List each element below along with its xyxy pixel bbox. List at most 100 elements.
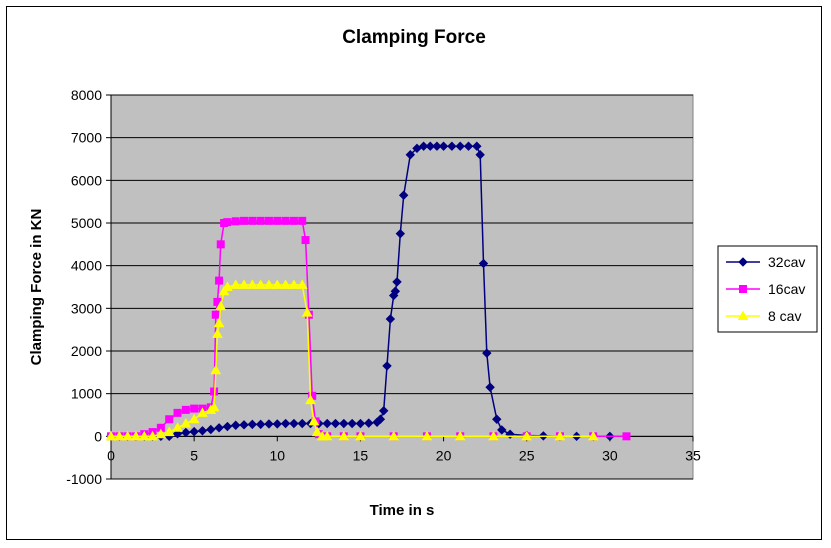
- data-point: [418, 141, 429, 151]
- data-point: [322, 418, 332, 429]
- data-point: [392, 277, 402, 287]
- data-point: [211, 310, 220, 319]
- data-point: [223, 218, 232, 227]
- y-tick-label: 4000: [71, 258, 102, 274]
- data-point: [289, 216, 298, 225]
- data-point: [308, 415, 320, 426]
- data-point: [338, 430, 350, 441]
- data-point: [231, 420, 241, 430]
- legend-marker: [739, 285, 747, 293]
- y-tick-label: 7000: [71, 130, 102, 146]
- data-point: [189, 426, 199, 437]
- data-point: [213, 317, 225, 328]
- data-point: [238, 279, 250, 289]
- data-point: [321, 430, 333, 441]
- data-point: [222, 421, 233, 432]
- data-point: [398, 190, 409, 200]
- data-point: [172, 422, 183, 432]
- data-point: [181, 405, 190, 414]
- x-tick-label: 25: [519, 447, 535, 463]
- data-point: [255, 279, 267, 289]
- data-point: [521, 430, 533, 441]
- y-tick-label: -1000: [66, 471, 102, 487]
- data-point: [239, 420, 249, 430]
- data-point: [355, 430, 366, 441]
- data-point: [296, 279, 308, 289]
- data-point: [216, 240, 225, 249]
- data-point: [246, 279, 258, 289]
- data-point: [622, 432, 631, 441]
- data-point: [421, 430, 433, 441]
- data-point: [364, 418, 374, 428]
- legend-label: 8 cav: [768, 308, 801, 324]
- data-point: [222, 281, 233, 291]
- data-point: [375, 414, 386, 424]
- x-tick-label: 35: [685, 447, 701, 463]
- data-point: [247, 419, 258, 430]
- data-point: [455, 141, 465, 151]
- data-point: [138, 430, 150, 441]
- data-point: [163, 426, 175, 437]
- data-point: [289, 418, 299, 429]
- data-point: [554, 430, 566, 441]
- x-axis-title: Time in s: [370, 502, 435, 519]
- x-tick-labels: 0 5 10 15 20 25 30 35: [107, 447, 701, 463]
- data-point: [395, 228, 406, 239]
- data-point: [488, 430, 499, 441]
- data-point: [492, 414, 502, 424]
- data-point: [190, 404, 199, 413]
- data-point: [301, 307, 313, 317]
- data-point: [130, 430, 142, 441]
- data-point: [215, 276, 224, 285]
- x-tick-label: 10: [269, 447, 285, 463]
- data-point: [298, 216, 307, 225]
- y-tick-label: 6000: [71, 172, 102, 188]
- data-point: [355, 418, 366, 429]
- data-point: [311, 426, 323, 437]
- data-point: [587, 430, 599, 441]
- data-point: [447, 141, 457, 151]
- data-point: [180, 418, 192, 428]
- data-point: [478, 258, 489, 269]
- data-point: [280, 279, 291, 289]
- data-point: [165, 415, 174, 424]
- legend: 32cav 16cav 8 cav: [717, 245, 818, 333]
- data-point: [425, 141, 435, 151]
- data-point: [475, 150, 485, 160]
- data-point: [188, 413, 200, 424]
- legend-marker: [737, 310, 749, 320]
- y-tick-label: 3000: [71, 300, 102, 316]
- data-point: [382, 361, 392, 371]
- y-tick-label: 2000: [71, 343, 102, 359]
- data-point: [339, 418, 349, 429]
- data-point: [206, 424, 216, 435]
- x-tick-label: 30: [602, 447, 618, 463]
- data-point: [155, 428, 167, 439]
- data-point: [248, 216, 257, 225]
- data-point: [214, 423, 224, 433]
- data-point: [240, 216, 249, 225]
- data-point: [122, 430, 133, 441]
- data-point: [272, 419, 282, 429]
- data-point: [281, 216, 290, 225]
- legend-label: 16cav: [768, 281, 805, 297]
- series-layer: [105, 141, 631, 442]
- data-point: [482, 348, 492, 358]
- data-point: [208, 401, 220, 412]
- data-point: [215, 300, 227, 311]
- legend-item: 32cav: [726, 254, 805, 270]
- data-point: [485, 382, 495, 392]
- data-point: [231, 217, 240, 226]
- data-point: [255, 419, 266, 430]
- y-tick-label: 5000: [71, 215, 102, 231]
- legend-label: 32cav: [768, 254, 805, 270]
- data-point: [379, 406, 389, 416]
- data-point: [280, 418, 291, 429]
- data-point: [454, 430, 466, 441]
- legend-marker: [738, 257, 748, 267]
- series-8-cav: [105, 279, 599, 441]
- data-point: [173, 408, 182, 417]
- legend-item: 16cav: [726, 281, 805, 297]
- y-tick-labels: -1000 0 1000 2000 3000 4000 5000 6000 7000 8000: [66, 87, 102, 487]
- plot-area: [110, 94, 694, 480]
